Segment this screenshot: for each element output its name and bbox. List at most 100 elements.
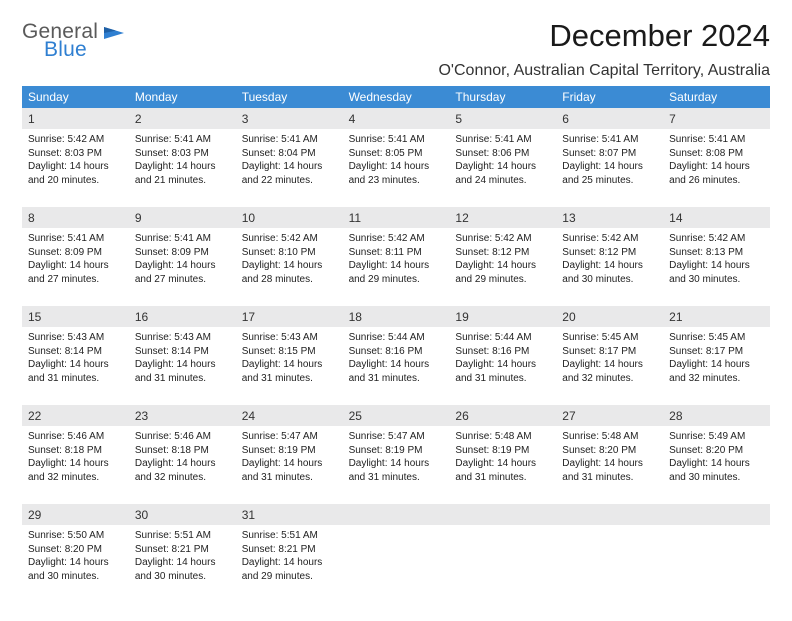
sunset-line: Sunset: 8:11 PM — [349, 246, 444, 260]
sunset-line: Sunset: 8:13 PM — [669, 246, 764, 260]
day-number: 23 — [129, 405, 236, 426]
cell-content: Sunrise: 5:42 AMSunset: 8:13 PMDaylight:… — [669, 232, 764, 286]
sunrise-line: Sunrise: 5:41 AM — [562, 133, 657, 147]
daylight-line-1: Daylight: 14 hours — [135, 160, 230, 174]
sunrise-line: Sunrise: 5:41 AM — [455, 133, 550, 147]
calendar-cell: Sunrise: 5:41 AMSunset: 8:09 PMDaylight:… — [22, 228, 129, 306]
cell-content: Sunrise: 5:42 AMSunset: 8:12 PMDaylight:… — [455, 232, 550, 286]
cell-content: Sunrise: 5:45 AMSunset: 8:17 PMDaylight:… — [562, 331, 657, 385]
sunrise-line: Sunrise: 5:42 AM — [562, 232, 657, 246]
daylight-line-1: Daylight: 14 hours — [28, 358, 123, 372]
day-number: 31 — [236, 504, 343, 525]
daynum-row: 22232425262728 — [22, 405, 770, 426]
sunrise-line: Sunrise: 5:46 AM — [28, 430, 123, 444]
sunset-line: Sunset: 8:14 PM — [28, 345, 123, 359]
sunset-line: Sunset: 8:19 PM — [349, 444, 444, 458]
daylight-line-2: and 21 minutes. — [135, 174, 230, 188]
sunrise-line: Sunrise: 5:51 AM — [242, 529, 337, 543]
calendar-cell: Sunrise: 5:45 AMSunset: 8:17 PMDaylight:… — [556, 327, 663, 405]
day-number: 9 — [129, 207, 236, 228]
weekday-header-row: Sunday Monday Tuesday Wednesday Thursday… — [22, 86, 770, 108]
sunrise-line: Sunrise: 5:45 AM — [562, 331, 657, 345]
day-number: 17 — [236, 306, 343, 327]
sunrise-line: Sunrise: 5:41 AM — [135, 133, 230, 147]
sunset-line: Sunset: 8:17 PM — [562, 345, 657, 359]
sunrise-line: Sunrise: 5:41 AM — [28, 232, 123, 246]
sunrise-line: Sunrise: 5:51 AM — [135, 529, 230, 543]
sunrise-line: Sunrise: 5:44 AM — [349, 331, 444, 345]
day-number: 5 — [449, 108, 556, 129]
calendar-cell: Sunrise: 5:44 AMSunset: 8:16 PMDaylight:… — [343, 327, 450, 405]
cell-content: Sunrise: 5:42 AMSunset: 8:03 PMDaylight:… — [28, 133, 123, 187]
sunrise-line: Sunrise: 5:50 AM — [28, 529, 123, 543]
cell-content: Sunrise: 5:43 AMSunset: 8:15 PMDaylight:… — [242, 331, 337, 385]
daylight-line-1: Daylight: 14 hours — [455, 160, 550, 174]
sunset-line: Sunset: 8:03 PM — [135, 147, 230, 161]
day-number — [556, 504, 663, 525]
calendar-cell: Sunrise: 5:41 AMSunset: 8:07 PMDaylight:… — [556, 129, 663, 207]
daylight-line-2: and 31 minutes. — [562, 471, 657, 485]
sunrise-line: Sunrise: 5:42 AM — [455, 232, 550, 246]
sunrise-line: Sunrise: 5:43 AM — [28, 331, 123, 345]
sunset-line: Sunset: 8:12 PM — [562, 246, 657, 260]
cell-content: Sunrise: 5:47 AMSunset: 8:19 PMDaylight:… — [242, 430, 337, 484]
day-number: 28 — [663, 405, 770, 426]
daylight-line-1: Daylight: 14 hours — [669, 358, 764, 372]
cell-content: Sunrise: 5:50 AMSunset: 8:20 PMDaylight:… — [28, 529, 123, 583]
day-number: 24 — [236, 405, 343, 426]
day-number: 19 — [449, 306, 556, 327]
calendar-cell — [343, 525, 450, 603]
daylight-line-2: and 30 minutes. — [28, 570, 123, 584]
sunrise-line: Sunrise: 5:41 AM — [669, 133, 764, 147]
cell-content: Sunrise: 5:46 AMSunset: 8:18 PMDaylight:… — [28, 430, 123, 484]
sunrise-line: Sunrise: 5:48 AM — [562, 430, 657, 444]
day-number: 11 — [343, 207, 450, 228]
day-number: 29 — [22, 504, 129, 525]
cell-content: Sunrise: 5:42 AMSunset: 8:10 PMDaylight:… — [242, 232, 337, 286]
sunrise-line: Sunrise: 5:44 AM — [455, 331, 550, 345]
sunset-line: Sunset: 8:16 PM — [455, 345, 550, 359]
day-number: 22 — [22, 405, 129, 426]
sunset-line: Sunset: 8:15 PM — [242, 345, 337, 359]
calendar-cell — [449, 525, 556, 603]
daylight-line-2: and 32 minutes. — [28, 471, 123, 485]
sunset-line: Sunset: 8:09 PM — [135, 246, 230, 260]
sunset-line: Sunset: 8:18 PM — [28, 444, 123, 458]
calendar-cell: Sunrise: 5:48 AMSunset: 8:19 PMDaylight:… — [449, 426, 556, 504]
day-number: 26 — [449, 405, 556, 426]
daylight-line-1: Daylight: 14 hours — [562, 358, 657, 372]
cell-content: Sunrise: 5:42 AMSunset: 8:12 PMDaylight:… — [562, 232, 657, 286]
daylight-line-1: Daylight: 14 hours — [135, 556, 230, 570]
sunset-line: Sunset: 8:10 PM — [242, 246, 337, 260]
calendar-week: 15161718192021Sunrise: 5:43 AMSunset: 8:… — [22, 306, 770, 405]
logo-text: General Blue — [22, 22, 98, 60]
daylight-line-2: and 29 minutes. — [242, 570, 337, 584]
calendar-cell: Sunrise: 5:43 AMSunset: 8:14 PMDaylight:… — [22, 327, 129, 405]
weekday-header: Monday — [129, 86, 236, 108]
daylight-line-1: Daylight: 14 hours — [242, 556, 337, 570]
sunset-line: Sunset: 8:05 PM — [349, 147, 444, 161]
daylight-line-1: Daylight: 14 hours — [349, 259, 444, 273]
cell-content: Sunrise: 5:41 AMSunset: 8:07 PMDaylight:… — [562, 133, 657, 187]
weekday-header: Friday — [556, 86, 663, 108]
sunset-line: Sunset: 8:07 PM — [562, 147, 657, 161]
calendar-cell: Sunrise: 5:41 AMSunset: 8:06 PMDaylight:… — [449, 129, 556, 207]
day-number — [663, 504, 770, 525]
calendar-cell: Sunrise: 5:49 AMSunset: 8:20 PMDaylight:… — [663, 426, 770, 504]
daylight-line-2: and 31 minutes. — [242, 372, 337, 386]
daylight-line-2: and 22 minutes. — [242, 174, 337, 188]
sunset-line: Sunset: 8:14 PM — [135, 345, 230, 359]
calendar-cell: Sunrise: 5:51 AMSunset: 8:21 PMDaylight:… — [129, 525, 236, 603]
daylight-line-2: and 32 minutes. — [562, 372, 657, 386]
daylight-line-2: and 31 minutes. — [349, 372, 444, 386]
sunset-line: Sunset: 8:04 PM — [242, 147, 337, 161]
daynum-row: 15161718192021 — [22, 306, 770, 327]
daylight-line-2: and 29 minutes. — [455, 273, 550, 287]
sunset-line: Sunset: 8:03 PM — [28, 147, 123, 161]
daylight-line-1: Daylight: 14 hours — [28, 160, 123, 174]
cell-content: Sunrise: 5:44 AMSunset: 8:16 PMDaylight:… — [349, 331, 444, 385]
cell-content: Sunrise: 5:45 AMSunset: 8:17 PMDaylight:… — [669, 331, 764, 385]
daylight-line-2: and 30 minutes. — [562, 273, 657, 287]
calendar-page: General Blue December 2024 O'Connor, Aus… — [0, 0, 792, 621]
calendar-cell: Sunrise: 5:46 AMSunset: 8:18 PMDaylight:… — [22, 426, 129, 504]
